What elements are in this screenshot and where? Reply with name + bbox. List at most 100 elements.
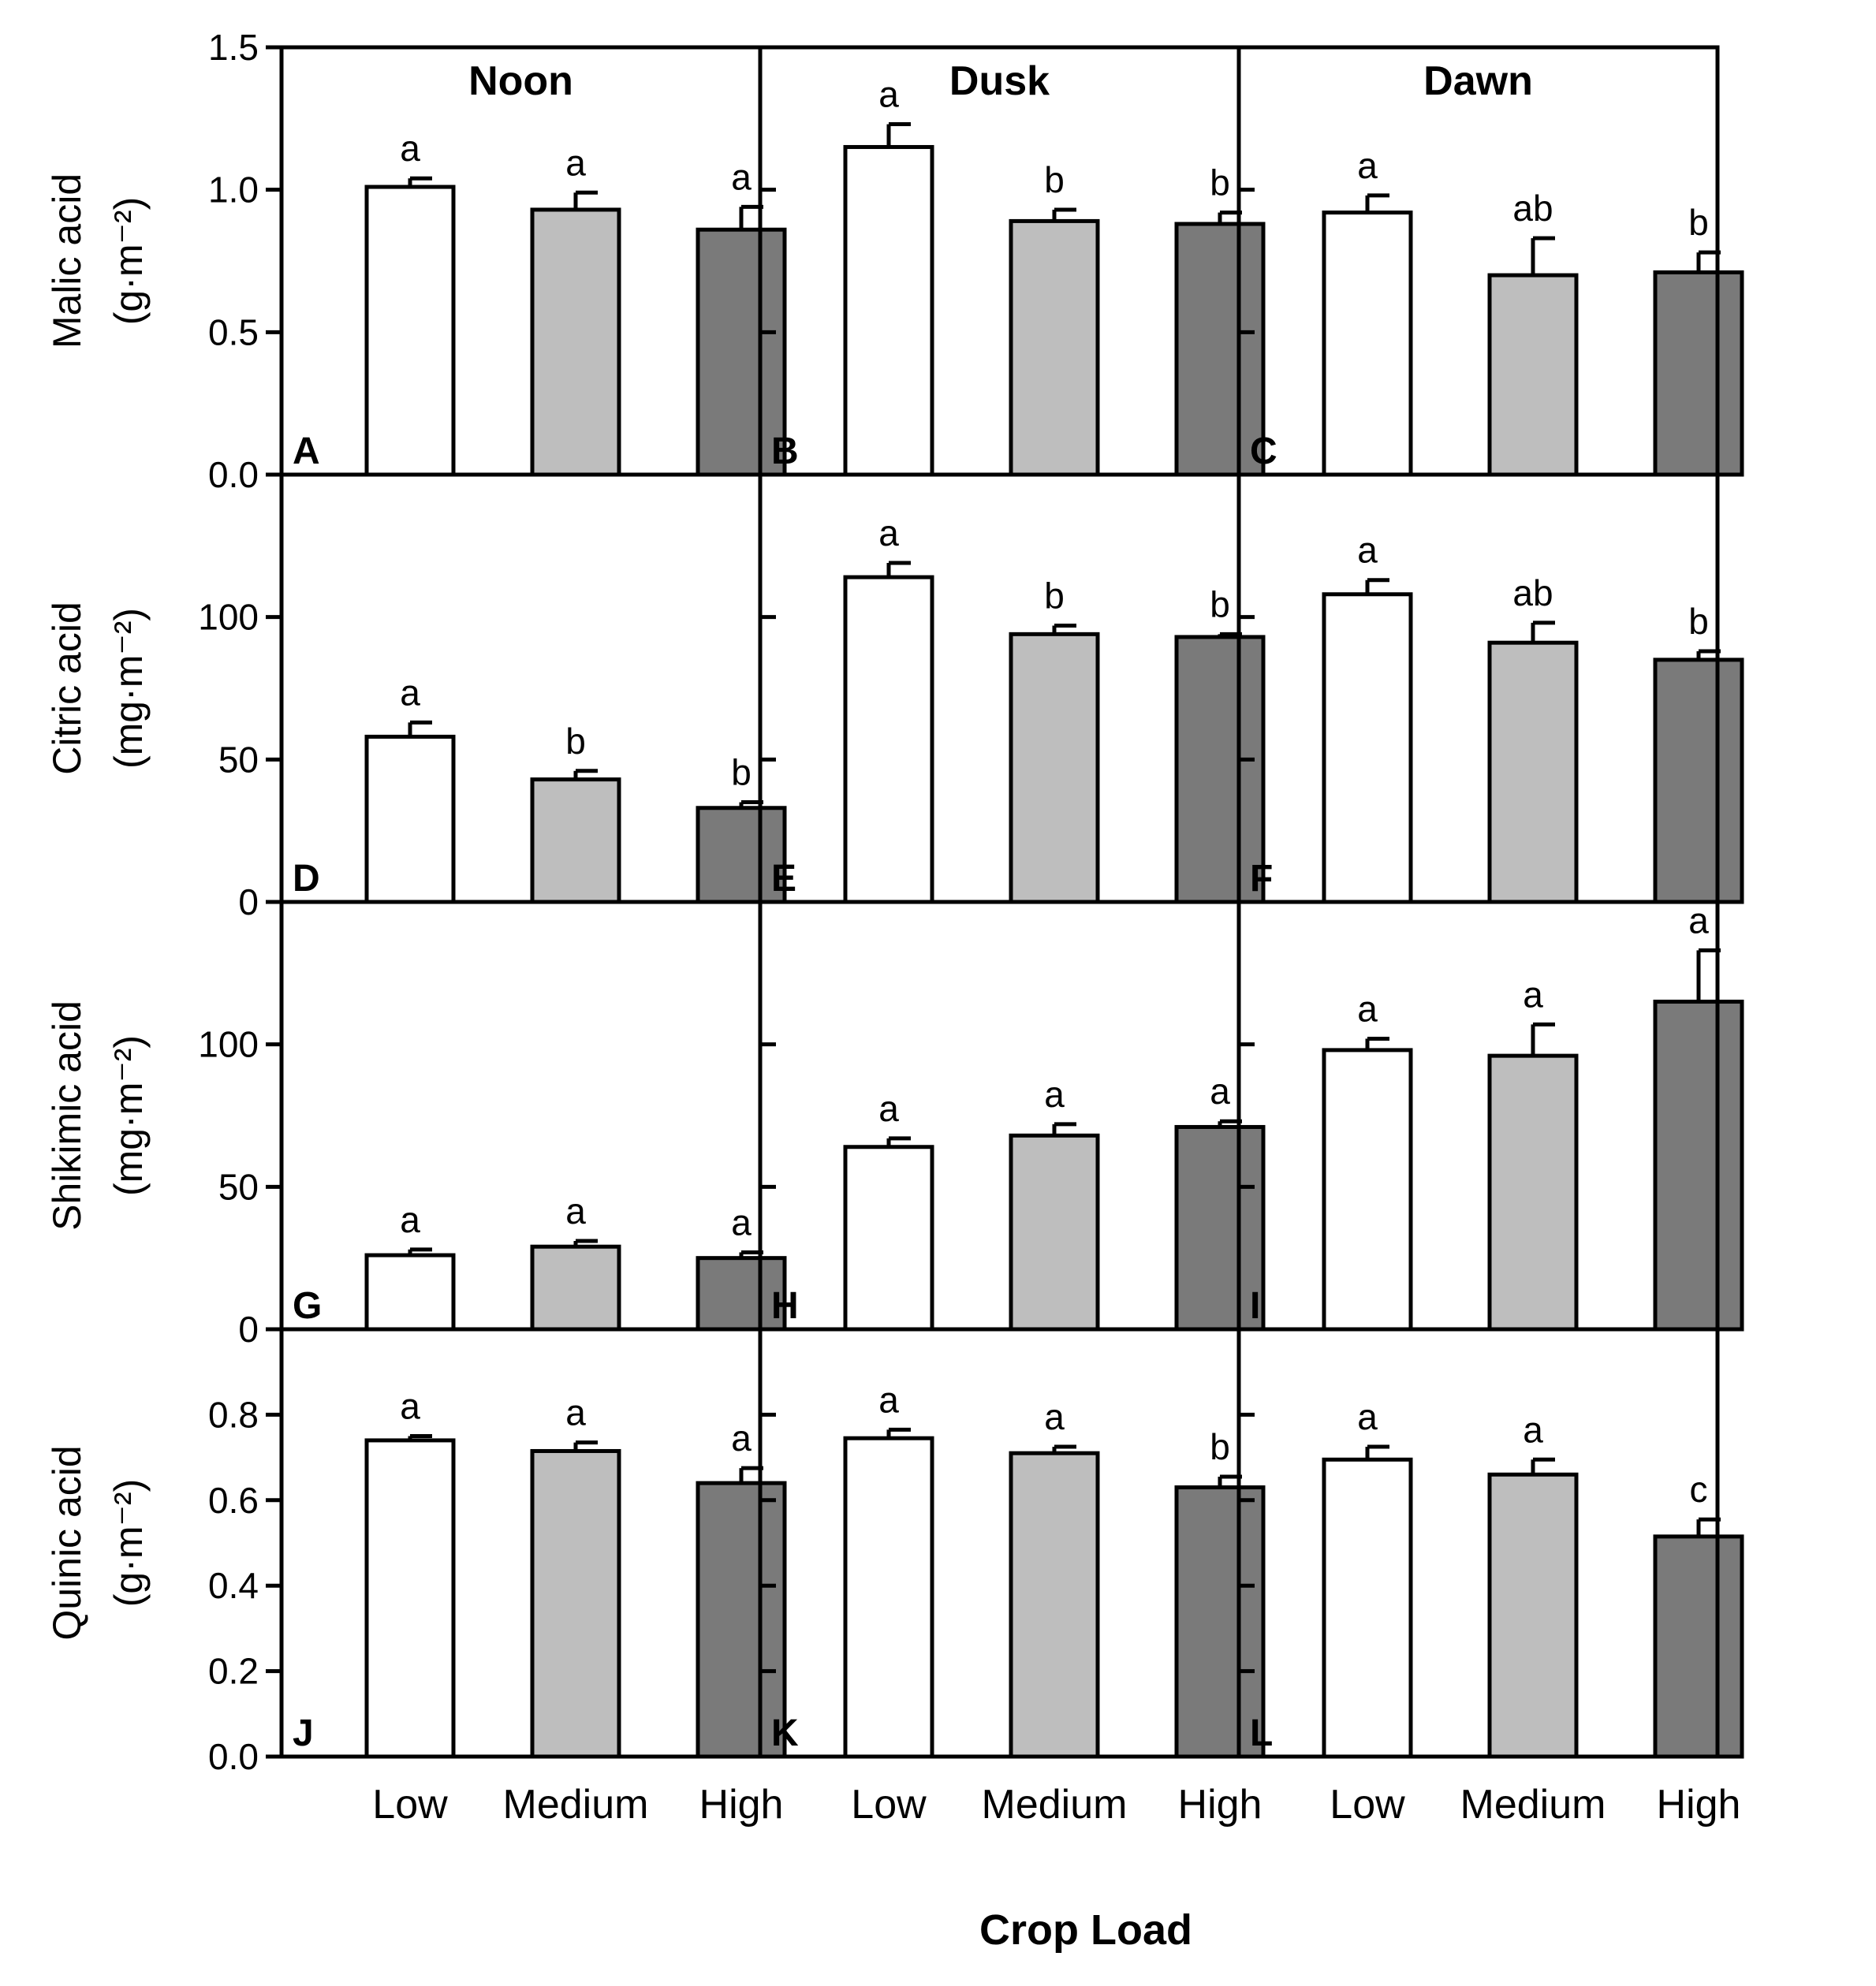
panel-frame-I	[1236, 900, 1720, 1332]
significance-label: b	[1210, 1426, 1230, 1467]
y-axis-label-row-4: Quinic acid (g·m⁻²)	[45, 1445, 151, 1640]
significance-label: a	[1688, 900, 1709, 941]
text-layer: Noon Dusk Dawn Malic acid (g·m⁻²) 0.0 0.5 1.0 1.…	[45, 27, 1740, 1828]
category-label-high: High	[1657, 1782, 1741, 1828]
y-tick-label: 0.0	[208, 1736, 259, 1777]
bar-J-low	[364, 1438, 456, 1759]
significance-label: b	[1044, 159, 1065, 200]
category-label-low: Low	[851, 1782, 927, 1828]
y-axis-label-row-3: Shikimic acid (mg·m⁻²)	[45, 1000, 151, 1231]
significance-label: a	[731, 1202, 752, 1243]
bar-L-high	[1653, 1534, 1744, 1759]
bar-D-medium	[530, 777, 621, 904]
category-label-high: High	[1178, 1782, 1262, 1828]
significance-label: a	[731, 1418, 752, 1459]
y-tick-label: 1.0	[208, 170, 259, 211]
panel-letter-G: G	[293, 1285, 322, 1327]
significance-label: a	[1357, 530, 1378, 571]
column-title-noon: Noon	[468, 58, 573, 104]
y-tick-label: 0.0	[208, 454, 259, 495]
significance-label: a	[1044, 1074, 1065, 1115]
bar-K-medium	[1009, 1451, 1100, 1759]
y-axis-title: Quinic acid	[45, 1445, 89, 1640]
significance-label: c	[1690, 1469, 1708, 1510]
y-axis-title: Malic acid	[45, 173, 89, 348]
panel-frame-C	[1236, 45, 1720, 477]
panel-letter-A: A	[293, 430, 320, 472]
bar-J-medium	[530, 1448, 621, 1759]
significance-label: a	[400, 128, 420, 169]
panel-letter-F: F	[1250, 858, 1273, 900]
y-tick-label: 0.5	[208, 311, 259, 352]
panel-letter-I: I	[1250, 1285, 1260, 1327]
significance-label: a	[400, 1386, 420, 1427]
significance-label: b	[731, 752, 752, 793]
bar-F-high	[1653, 658, 1744, 904]
bar-I-high	[1653, 999, 1744, 1332]
panel-letter-K: K	[771, 1712, 799, 1754]
y-axis-unit: (mg·m⁻²)	[106, 608, 151, 769]
column-title-dawn: Dawn	[1423, 58, 1533, 104]
y-axis-title: Citric acid	[45, 602, 89, 774]
y-axis-unit: (g·m⁻²)	[106, 197, 151, 325]
significance-label: a	[1044, 1396, 1065, 1437]
panel-frame-F	[1236, 472, 1720, 904]
column-title-dusk: Dusk	[949, 58, 1050, 104]
bar-B-low	[843, 144, 934, 477]
y-tick-label: 0	[238, 881, 259, 922]
significance-label: a	[878, 1379, 899, 1420]
bar-L-low	[1322, 1457, 1413, 1759]
bar-G-medium	[530, 1244, 621, 1332]
panel-frame-H	[758, 900, 1241, 1332]
panel-frame-A	[279, 45, 763, 477]
bar-H-low	[843, 1145, 934, 1332]
significance-label: a	[878, 74, 899, 115]
significance-label: a	[1357, 1396, 1378, 1437]
significance-label: b	[1210, 162, 1230, 203]
significance-label: a	[878, 1088, 899, 1129]
y-tick-label: 100	[198, 597, 259, 638]
bar-H-high	[1174, 1124, 1266, 1332]
y-tick-label: 50	[218, 1166, 259, 1207]
bar-A-medium	[530, 207, 621, 477]
y-tick-label: 0.4	[208, 1565, 259, 1606]
y-tick-label: 0.8	[208, 1394, 259, 1435]
panel-letter-L: L	[1250, 1712, 1273, 1754]
y-axis-label-row-1: Malic acid (g·m⁻²)	[45, 173, 151, 348]
y-axis-title: Shikimic acid	[45, 1000, 89, 1231]
y-tick-label: 0.6	[208, 1480, 259, 1521]
bar-A-low	[364, 184, 456, 477]
bar-I-medium	[1487, 1053, 1579, 1332]
y-tick-label: 0	[238, 1309, 259, 1350]
y-tick-label: 50	[218, 739, 259, 780]
category-label-low: Low	[372, 1782, 448, 1828]
y-tick-label: 1.5	[208, 27, 259, 68]
significance-label: a	[1357, 988, 1378, 1029]
category-label-medium: Medium	[1460, 1782, 1606, 1828]
bar-E-medium	[1009, 632, 1100, 904]
significance-label: b	[565, 721, 586, 762]
significance-label: b	[1210, 583, 1230, 624]
panel-letter-J: J	[293, 1712, 314, 1754]
significance-label: a	[731, 156, 752, 197]
bar-G-low	[364, 1253, 456, 1332]
category-label-low: Low	[1330, 1782, 1405, 1828]
significance-label: a	[1523, 1409, 1543, 1450]
x-axis-label: Crop Load	[979, 1906, 1192, 1954]
panel-frame-J	[279, 1327, 763, 1759]
significance-label: a	[400, 1199, 420, 1240]
bar-F-low	[1322, 592, 1413, 904]
significance-label: b	[1688, 601, 1709, 642]
frames-layer	[266, 45, 1720, 1759]
panel-frame-B	[758, 45, 1241, 477]
panel-frame-L	[1236, 1327, 1720, 1759]
significance-label: a	[1523, 974, 1543, 1015]
significance-label: a	[565, 142, 586, 183]
significance-label: a	[400, 672, 420, 713]
bar-E-low	[843, 575, 934, 904]
panel-letter-H: H	[771, 1285, 799, 1327]
panel-frame-G	[279, 900, 763, 1332]
bar-H-medium	[1009, 1133, 1100, 1332]
significance-label: a	[878, 512, 899, 553]
